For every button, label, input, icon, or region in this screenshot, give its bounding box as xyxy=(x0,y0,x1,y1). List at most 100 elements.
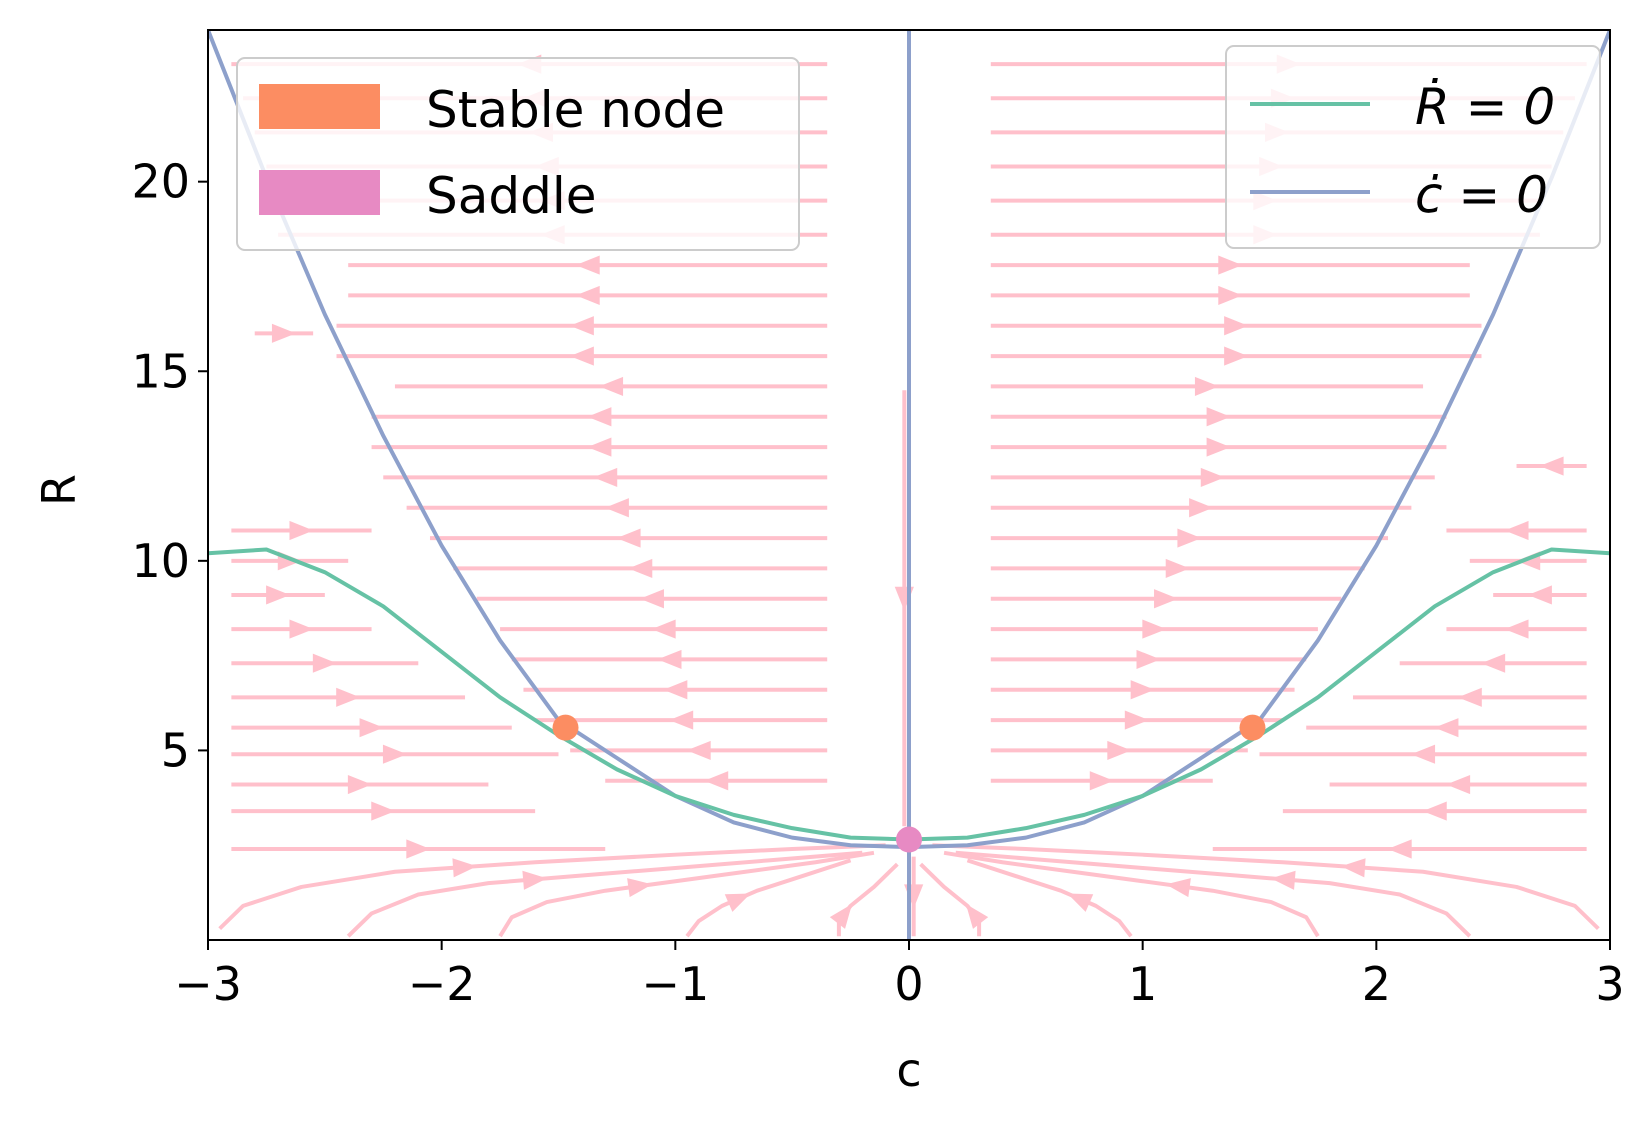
streamline-arrow-c9 xyxy=(965,903,989,929)
x-tick-label-1: −2 xyxy=(408,957,476,1011)
streamline-arrow-r71 xyxy=(1539,456,1564,476)
streamline-arrow-r19 xyxy=(616,528,641,548)
streamline-arrow-r21 xyxy=(593,467,618,488)
streamline-arrow-r23 xyxy=(587,407,612,427)
legend-label-c-nullcline: ċ = 0 xyxy=(1415,166,1548,224)
streamline-arrow-r53 xyxy=(1165,558,1190,579)
streamline-arrow-r62 xyxy=(1218,285,1243,306)
streamline-arrow-r41 xyxy=(1481,653,1506,673)
legend-swatch-stable-node xyxy=(259,84,380,129)
streamline-arrow-r14 xyxy=(663,680,688,700)
streamline-arrow-r61 xyxy=(1224,316,1249,336)
streamline-arrow-c5 xyxy=(1340,858,1366,878)
streamline-arrow-c3 xyxy=(724,893,751,912)
streamline-arrow-r63 xyxy=(1218,255,1243,275)
stable-node-point-1 xyxy=(1239,714,1266,741)
y-axis-ticks: 5 10 15 20 xyxy=(131,155,208,777)
streamline-curve-3 xyxy=(685,858,852,938)
streamline-curve-4 xyxy=(836,862,899,937)
streamline-arrow-r10 xyxy=(289,520,314,541)
streamline-arrow-r7 xyxy=(289,619,314,639)
streamline-arrow-r55 xyxy=(1189,498,1214,518)
legend-swatch-saddle xyxy=(259,170,380,215)
streamline-arrow-r35 xyxy=(1387,839,1412,859)
legend-nullclines-frame xyxy=(1225,45,1601,249)
x-axis-ticks: −3 −2 −1 0 1 2 3 xyxy=(174,940,1625,1011)
y-tick-label-3: 20 xyxy=(131,155,190,209)
streamline-arrow-r52 xyxy=(1154,589,1179,609)
streamline-arrow-r49 xyxy=(1130,680,1155,700)
legend-nullclines: Ṙ = 0 ċ = 0 xyxy=(1225,45,1601,249)
y-axis-label: R xyxy=(32,474,86,506)
streamline-arrow-r18 xyxy=(628,558,653,579)
streamline-arrow-r46 xyxy=(1089,771,1114,791)
streamline-arrow-r27 xyxy=(575,285,600,306)
y-tick-label-0: 5 xyxy=(161,723,190,777)
streamline-curve-9 xyxy=(919,862,982,937)
x-tick-label-0: −3 xyxy=(174,957,242,1011)
streamline-arrow-r1 xyxy=(371,801,396,821)
streamline-arrow-r36 xyxy=(1422,801,1447,821)
streamline-arrow-r28 xyxy=(575,255,600,275)
streamline-arrow-r42 xyxy=(1504,619,1529,639)
streamline-arrow-r0 xyxy=(406,839,431,859)
streamline-arrow-r70 xyxy=(271,323,296,343)
streamline-arrow-r37 xyxy=(1446,774,1471,795)
streamline-curve-8 xyxy=(966,858,1133,938)
x-tick-label-3: 0 xyxy=(894,957,923,1011)
streamline-arrow-c2 xyxy=(627,878,653,898)
streamline-arrow-r17 xyxy=(639,589,664,609)
streamline-arrow-r8 xyxy=(266,585,291,605)
streamline-arrow-r57 xyxy=(1206,437,1231,457)
streamline-arrow-r4 xyxy=(359,718,384,738)
streamline-arrow-r5 xyxy=(336,687,361,707)
y-tick-label-1: 10 xyxy=(131,534,190,588)
streamline-arrow-c6 xyxy=(1270,870,1296,890)
legend-label-stable-node: Stable node xyxy=(426,81,725,139)
streamline-arrow-r11 xyxy=(704,771,729,791)
streamline-arrow-c0 xyxy=(452,858,478,878)
streamline-arrow-r50 xyxy=(1136,649,1161,670)
streamline-arrow-r54 xyxy=(1177,528,1202,548)
streamline-arrow-r60 xyxy=(1224,346,1249,366)
x-tick-label-2: −1 xyxy=(641,957,709,1011)
streamline-arrow-r58 xyxy=(1206,407,1231,427)
streamline-arrow-r47 xyxy=(1107,740,1132,761)
streamline-arrow-r24 xyxy=(599,376,624,397)
legend-label-saddle: Saddle xyxy=(426,167,597,225)
fixed-points xyxy=(552,714,1266,853)
streamline-arrow-r45 xyxy=(1504,520,1529,541)
streamline-arrow-r13 xyxy=(669,710,694,730)
saddle-point-2 xyxy=(896,826,922,853)
streamline-arrow-c10 xyxy=(894,586,914,611)
streamline-arrow-r15 xyxy=(657,649,682,670)
legend-fixed-points: Stable node Saddle xyxy=(236,57,800,251)
streamline-arrow-r22 xyxy=(587,437,612,457)
x-tick-label-6: 3 xyxy=(1595,957,1624,1011)
streamline-arrow-r26 xyxy=(569,316,594,336)
streamline-arrow-r59 xyxy=(1194,376,1219,397)
streamline-arrow-r39 xyxy=(1434,718,1459,738)
streamline-arrow-c7 xyxy=(1165,878,1191,898)
x-tick-label-4: 1 xyxy=(1128,957,1157,1011)
streamline-arrow-r25 xyxy=(569,346,594,366)
streamline-arrow-r16 xyxy=(651,619,676,639)
streamline-arrow-c4 xyxy=(829,903,853,929)
streamline-arrow-c11 xyxy=(904,884,924,909)
streamline-arrow-r20 xyxy=(604,498,629,518)
streamline-arrow-c1 xyxy=(522,870,548,890)
legend-label-r-nullcline: Ṙ = 0 xyxy=(1415,78,1555,136)
streamline-arrow-r12 xyxy=(686,740,711,761)
streamline-arrow-r48 xyxy=(1124,710,1149,730)
stable-node-point-0 xyxy=(552,714,579,741)
streamline-arrow-r6 xyxy=(312,653,337,673)
streamline-arrow-r56 xyxy=(1200,467,1225,488)
streamline-arrow-r43 xyxy=(1527,585,1552,605)
streamline-arrow-c8 xyxy=(1067,893,1094,912)
streamline-arrow-r3 xyxy=(382,744,407,764)
streamline-arrow-r38 xyxy=(1411,744,1436,764)
y-tick-label-2: 15 xyxy=(131,344,190,398)
x-tick-label-5: 2 xyxy=(1362,957,1391,1011)
streamline-arrow-r2 xyxy=(347,774,372,795)
